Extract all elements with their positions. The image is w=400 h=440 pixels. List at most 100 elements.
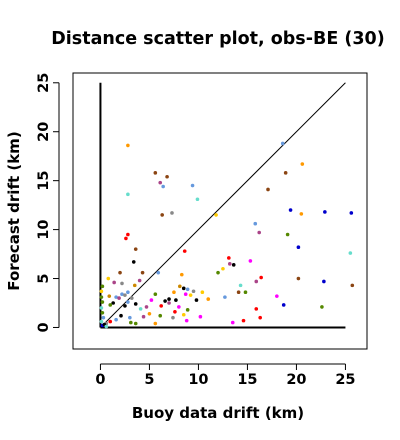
data-point xyxy=(161,184,165,189)
data-point xyxy=(165,174,169,179)
data-point xyxy=(281,303,286,307)
data-point xyxy=(128,315,132,320)
data-point xyxy=(348,251,353,255)
data-point xyxy=(280,141,285,146)
y-tick-label: 15 xyxy=(36,171,52,191)
data-point xyxy=(126,290,130,295)
data-point xyxy=(243,290,248,295)
data-point xyxy=(266,187,270,192)
data-point xyxy=(138,307,143,311)
data-point xyxy=(156,270,161,275)
data-point xyxy=(114,317,118,322)
data-point xyxy=(120,292,124,296)
data-point xyxy=(188,293,193,297)
y-tick-label: 5 xyxy=(36,273,52,283)
data-point xyxy=(296,276,301,281)
data-point xyxy=(183,292,188,296)
data-point xyxy=(118,270,122,275)
x-tick-label: 25 xyxy=(335,372,355,388)
data-point xyxy=(254,307,259,311)
data-point xyxy=(140,270,145,275)
data-point xyxy=(288,208,293,212)
data-point xyxy=(153,321,158,326)
data-point xyxy=(133,247,138,251)
data-point xyxy=(173,310,177,314)
data-point xyxy=(158,313,163,318)
data-point xyxy=(106,276,111,281)
data-point xyxy=(120,281,124,286)
data-point xyxy=(114,295,118,299)
data-point xyxy=(230,320,235,325)
data-point xyxy=(191,289,196,294)
data-point xyxy=(190,183,195,188)
data-point xyxy=(99,306,104,310)
data-point xyxy=(253,221,258,226)
data-point xyxy=(133,321,138,326)
data-point xyxy=(257,230,262,235)
data-point xyxy=(206,297,211,301)
data-point xyxy=(131,260,136,264)
x-tick-label: 5 xyxy=(144,372,154,388)
data-point xyxy=(160,213,164,217)
data-point xyxy=(300,162,305,166)
data-point xyxy=(163,299,167,303)
y-axis: 0 5 10 15 20 25 xyxy=(36,73,60,333)
data-point xyxy=(182,249,187,253)
data-point xyxy=(126,192,130,197)
data-point xyxy=(227,256,231,260)
x-axis: 0 5 10 15 20 25 xyxy=(95,363,356,388)
data-point xyxy=(350,283,355,288)
data-point xyxy=(167,301,171,305)
data-point xyxy=(275,294,279,298)
data-point xyxy=(322,279,326,284)
data-point xyxy=(104,324,109,329)
data-point xyxy=(100,300,105,304)
data-point xyxy=(147,311,152,316)
data-point xyxy=(99,319,104,324)
y-tick-label: 10 xyxy=(36,220,52,240)
data-point xyxy=(177,305,181,309)
data-point xyxy=(100,310,105,315)
data-point xyxy=(141,314,146,319)
data-point xyxy=(123,293,127,297)
data-point xyxy=(299,212,304,216)
data-point xyxy=(195,197,200,202)
y-tick-label: 25 xyxy=(36,73,52,93)
x-tick-label: 0 xyxy=(95,372,105,388)
data-point xyxy=(108,303,113,307)
data-point xyxy=(194,298,199,302)
data-point xyxy=(259,275,263,280)
data-point xyxy=(174,298,178,302)
data-point xyxy=(172,290,176,295)
data-point xyxy=(108,319,113,324)
data-point xyxy=(167,297,171,301)
diagonal xyxy=(100,82,346,328)
chart-title: Distance scatter plot, obs-BE (30) xyxy=(51,29,384,49)
data-point xyxy=(181,286,186,291)
data-point xyxy=(349,211,354,215)
data-point xyxy=(198,314,203,319)
x-axis-label: Buoy data drift (km) xyxy=(132,404,304,422)
data-point xyxy=(285,232,290,237)
data-point xyxy=(178,284,182,289)
data-point xyxy=(184,318,189,323)
data-point xyxy=(111,301,115,305)
y-axis-label: Forecast drift (km) xyxy=(5,131,23,290)
data-point xyxy=(153,171,158,175)
data-point xyxy=(241,318,246,323)
data-point xyxy=(126,143,130,148)
x-tick-label: 10 xyxy=(188,372,208,388)
data-point xyxy=(238,283,243,288)
data-point xyxy=(107,294,112,298)
data-point xyxy=(101,315,106,320)
data-point xyxy=(320,305,324,309)
data-point xyxy=(214,213,218,217)
reference-lines xyxy=(99,82,346,329)
data-point xyxy=(99,295,104,299)
data-point xyxy=(124,236,128,241)
data-point xyxy=(258,315,262,320)
data-point xyxy=(144,305,149,309)
data-point xyxy=(223,295,227,299)
y-tick-label: 20 xyxy=(36,122,52,142)
data-point xyxy=(132,283,137,288)
